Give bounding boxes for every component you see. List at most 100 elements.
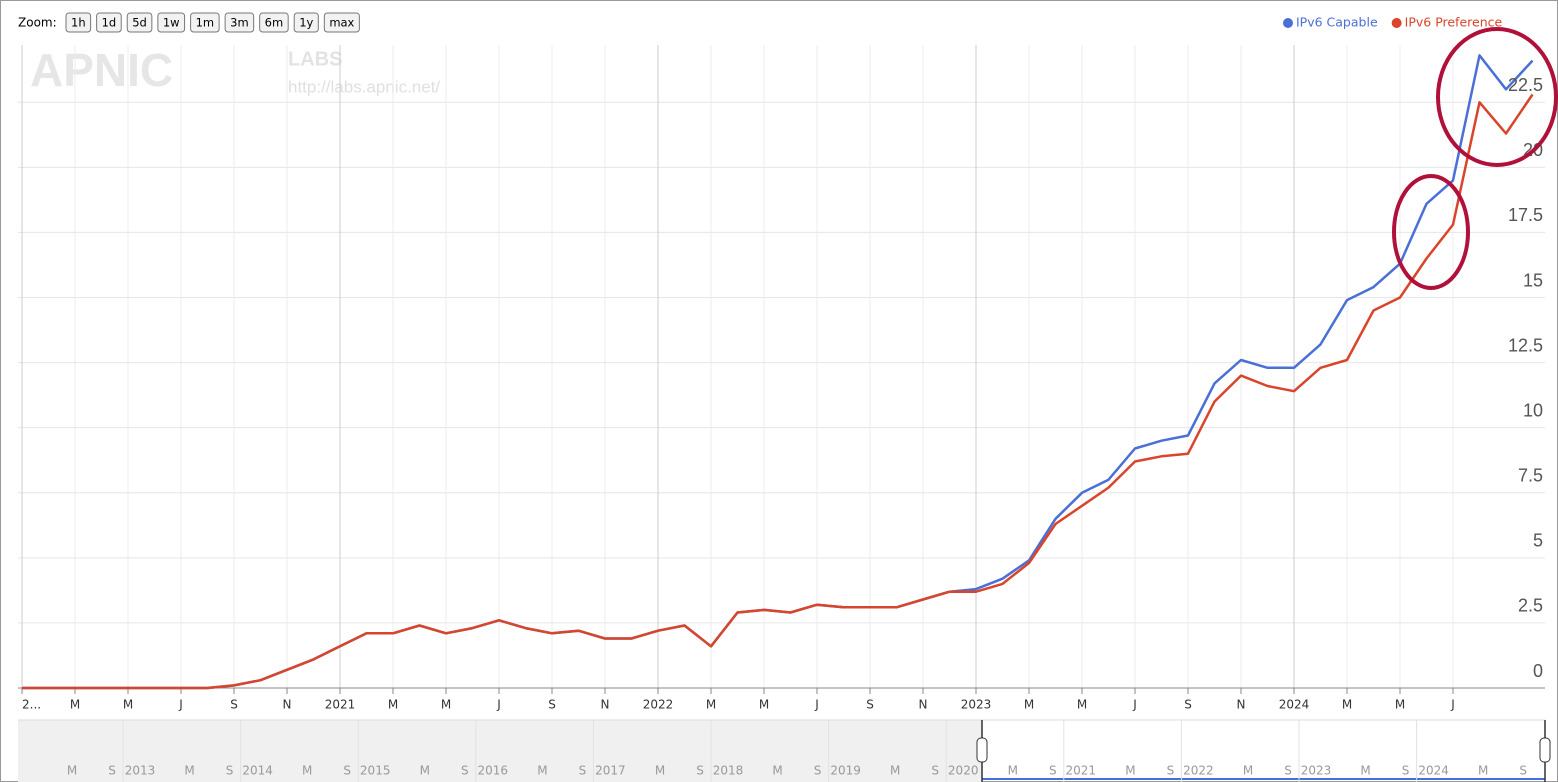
x-tick-label: 2023 bbox=[961, 698, 992, 712]
x-tick-label: 2021 bbox=[325, 698, 356, 712]
y-tick-label: 12.5 bbox=[1508, 335, 1543, 355]
watermark-url: http://labs.apnic.net/ bbox=[288, 77, 440, 96]
x-tick-label: J bbox=[1132, 698, 1137, 712]
navigator-label: 2023 bbox=[1301, 764, 1332, 778]
navigator-label: M bbox=[184, 764, 194, 778]
zoom-button[interactable]: 5d bbox=[126, 12, 153, 33]
y-tick-label: 10 bbox=[1523, 400, 1543, 420]
navigator-label: S bbox=[226, 764, 234, 778]
grid bbox=[18, 45, 1545, 694]
x-tick-label: M bbox=[388, 698, 398, 712]
navigator-label: M bbox=[1243, 764, 1253, 778]
navigator-label: 2017 bbox=[595, 764, 626, 778]
navigator-label: M bbox=[1478, 764, 1488, 778]
zoom-button-label: 5d bbox=[132, 16, 147, 30]
navigator-label: S bbox=[108, 764, 116, 778]
zoom-button[interactable]: 1m bbox=[190, 12, 220, 33]
x-tick-label: S bbox=[1184, 698, 1192, 712]
navigator-label: S bbox=[696, 764, 704, 778]
x-tick-label: J bbox=[178, 698, 183, 712]
x-tick-label: M bbox=[441, 698, 451, 712]
x-tick-label: M bbox=[1077, 698, 1087, 712]
navigator-label: M bbox=[302, 764, 312, 778]
zoom-button-label: 1y bbox=[299, 16, 313, 30]
zoom-button-bg bbox=[259, 12, 289, 33]
navigator-label: M bbox=[67, 764, 77, 778]
navigator-label: 2022 bbox=[1183, 764, 1214, 778]
x-tick-label: S bbox=[866, 698, 874, 712]
navigator-label: M bbox=[1360, 764, 1370, 778]
highlight-circle bbox=[1392, 174, 1470, 290]
navigator-label: M bbox=[1125, 764, 1135, 778]
x-tick-label: M bbox=[706, 698, 716, 712]
navigator-label: S bbox=[461, 764, 469, 778]
legend-label: IPv6 Capable bbox=[1296, 15, 1378, 30]
zoom-button-bg bbox=[65, 12, 92, 33]
x-tick-label: M bbox=[1024, 698, 1034, 712]
x-tick-label: J bbox=[1450, 698, 1455, 712]
zoom-button-bg bbox=[96, 12, 122, 33]
zoom-button-label: max bbox=[329, 16, 354, 30]
navigator-label: 2019 bbox=[830, 764, 861, 778]
navigator-label: M bbox=[1008, 764, 1018, 778]
navigator-label: S bbox=[1519, 764, 1527, 778]
x-tick-label: 2024 bbox=[1279, 698, 1310, 712]
x-tick-label: M bbox=[70, 698, 80, 712]
x-tick-label: N bbox=[283, 698, 292, 712]
x-tick-label: M bbox=[123, 698, 133, 712]
navigator-label: 2021 bbox=[1066, 764, 1097, 778]
y-tick-label: 0 bbox=[1533, 661, 1543, 681]
navigator-handle[interactable] bbox=[1539, 737, 1551, 763]
navigator-label: 2013 bbox=[125, 764, 156, 778]
zoom-button[interactable]: 1w bbox=[157, 12, 186, 33]
zoom-button[interactable]: 1h bbox=[65, 12, 92, 33]
navigator-label: S bbox=[1049, 764, 1057, 778]
y-tick-label: 5 bbox=[1533, 531, 1543, 551]
navigator-label: M bbox=[655, 764, 665, 778]
x-tick-label: N bbox=[1237, 698, 1246, 712]
y-tick-label: 2.5 bbox=[1518, 596, 1543, 616]
x-tick-label: J bbox=[496, 698, 501, 712]
x-tick-label: 2... bbox=[22, 698, 41, 712]
x-tick-label: S bbox=[548, 698, 556, 712]
navigator-label: S bbox=[579, 764, 587, 778]
watermark-logo: APNIC bbox=[30, 44, 173, 96]
x-tick-label: N bbox=[601, 698, 610, 712]
annotations bbox=[1392, 27, 1558, 290]
navigator-handle[interactable] bbox=[976, 737, 988, 763]
navigator-label: S bbox=[814, 764, 822, 778]
navigator-label: S bbox=[343, 764, 351, 778]
zoom-button[interactable]: 6m bbox=[259, 12, 289, 33]
zoom-button-bg bbox=[157, 12, 186, 33]
zoom-button-label: 1h bbox=[71, 16, 86, 30]
x-tick-label: J bbox=[814, 698, 819, 712]
navigator-label: 2015 bbox=[360, 764, 391, 778]
zoom-button-label: 1m bbox=[196, 16, 215, 30]
navigator-label: S bbox=[1402, 764, 1410, 778]
legend-swatch bbox=[1283, 18, 1293, 28]
zoom-button[interactable]: max bbox=[323, 12, 360, 33]
x-tick-label: M bbox=[1395, 698, 1405, 712]
zoom-label: Zoom: bbox=[18, 16, 57, 30]
y-tick-label: 17.5 bbox=[1508, 205, 1543, 225]
zoom-button-bg bbox=[190, 12, 220, 33]
zoom-button-label: 1d bbox=[102, 16, 117, 30]
zoom-button[interactable]: 1d bbox=[96, 12, 122, 33]
zoom-button[interactable]: 1y bbox=[293, 12, 319, 33]
y-tick-label: 7.5 bbox=[1518, 466, 1543, 486]
zoom-button-label: 3m bbox=[230, 16, 249, 30]
navigator-label: S bbox=[931, 764, 939, 778]
zoom-button-bg bbox=[323, 12, 360, 33]
x-tick-label: N bbox=[919, 698, 928, 712]
navigator-label: 2020 bbox=[948, 764, 979, 778]
y-tick-label: 15 bbox=[1523, 270, 1543, 290]
legend-swatch bbox=[1391, 18, 1402, 28]
zoom-button[interactable]: 3m bbox=[224, 12, 255, 33]
watermark-labs: LABS bbox=[288, 48, 342, 70]
lines bbox=[22, 54, 1534, 690]
zoom-button-bg bbox=[126, 12, 153, 33]
x-tick-label: M bbox=[759, 698, 769, 712]
highlight-circle bbox=[1436, 27, 1558, 167]
navigator-label: M bbox=[420, 764, 430, 778]
